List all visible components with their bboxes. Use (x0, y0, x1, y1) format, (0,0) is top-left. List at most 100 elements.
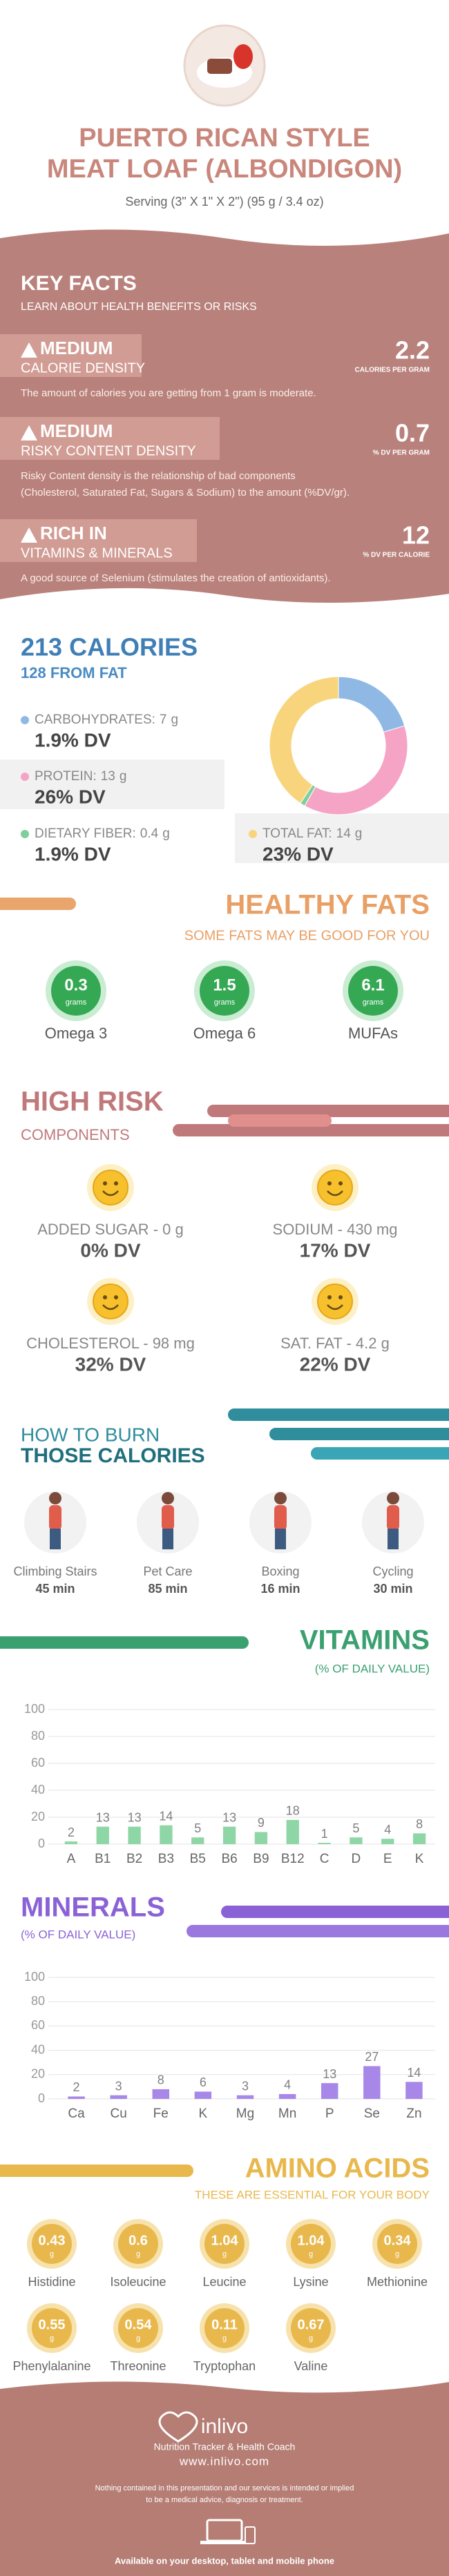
value-label: 1 (321, 1827, 328, 1841)
fact-unit: % DV PER CALORIE (363, 552, 430, 559)
stripe (173, 1124, 449, 1136)
fact-level: MEDIUM (40, 338, 113, 358)
section-title: MINERALS (21, 1892, 165, 1923)
amino-unit: g (136, 2250, 140, 2258)
x-tick-label: Zn (406, 2107, 421, 2121)
legend-dot (249, 830, 257, 838)
stripe (0, 2165, 193, 2177)
y-tick-label: 0 (38, 2091, 45, 2105)
value-label: 3 (115, 2079, 122, 2093)
value-label: 14 (407, 2066, 421, 2080)
smiley (317, 1170, 353, 1205)
activity-name: Boxing (261, 1565, 299, 1578)
activity-legs (275, 1529, 286, 1549)
legend-dot (21, 716, 29, 724)
amino-value: 0.34 (384, 2233, 412, 2248)
nutrient-label: DIETARY FIBER: 0.4 g (35, 826, 170, 841)
fat-name: MUFAs (348, 1025, 398, 1042)
activity-body (49, 1505, 61, 1530)
donut-slice (269, 676, 339, 804)
risk-dv: 22% DV (300, 1353, 371, 1375)
nutrient-unit: g (355, 826, 363, 841)
x-tick-label: B1 (95, 1852, 111, 1866)
risk-label: SAT. FAT - 4.2 g (280, 1335, 390, 1352)
fact-icon (21, 527, 37, 543)
logo-heart (158, 2411, 198, 2443)
nutrient-unit: g (120, 769, 127, 784)
nutrient-amount: 7 (160, 713, 167, 727)
device-icon (245, 2526, 256, 2544)
activity-head (162, 1492, 174, 1504)
y-tick-label: 20 (31, 2067, 45, 2081)
fact-name: CALORIE DENSITY (21, 360, 145, 376)
value-label: 4 (284, 2078, 291, 2092)
stripe (207, 1105, 449, 1117)
fat-circle (200, 966, 249, 1016)
amino-unit: g (395, 2250, 399, 2258)
section-subtitle: LEARN ABOUT HEALTH BENEFITS OR RISKS (21, 301, 257, 313)
x-tick-label: Cu (111, 2107, 127, 2121)
activity-name: Pet Care (143, 1565, 192, 1578)
section-title: AMINO ACIDS (245, 2153, 430, 2184)
activity-body (162, 1505, 174, 1530)
amino-name: Phenylalanine (12, 2359, 90, 2373)
nutrient-unit: g (171, 713, 178, 727)
nutrient-dv: 26% DV (35, 786, 106, 807)
x-tick-label: B2 (126, 1852, 142, 1866)
value-label: 13 (128, 1810, 142, 1824)
smiley (93, 1170, 128, 1205)
value-label: 2 (68, 1826, 75, 1839)
section-title: KEY FACTS (21, 272, 137, 295)
smiley-mouth (102, 1190, 119, 1197)
amino-circle (32, 2224, 72, 2264)
section-subtitle: (% OF DAILY VALUE) (315, 1662, 430, 1675)
fact-description: (Cholesterol, Saturated Fat, Sugars & So… (21, 487, 350, 498)
fact-unit: % DV PER GRAM (373, 449, 430, 457)
y-tick-label: 80 (31, 1994, 45, 2008)
x-tick-label: B3 (158, 1852, 174, 1866)
y-tick-label: 40 (31, 1783, 45, 1797)
x-tick-label: D (352, 1852, 361, 1866)
y-tick-label: 60 (31, 2018, 45, 2032)
activity-head (274, 1492, 287, 1504)
x-tick-label: A (67, 1852, 76, 1866)
x-tick-label: B5 (190, 1852, 206, 1866)
bar (286, 1819, 299, 1844)
stripe (311, 1447, 449, 1460)
amino-value: 0.6 (128, 2233, 148, 2248)
stripe (187, 1925, 449, 1937)
bar (96, 1826, 109, 1844)
value-label: 14 (159, 1809, 173, 1823)
smiley-eye (103, 1295, 107, 1299)
activity-body (274, 1505, 287, 1530)
amino-circle (204, 2224, 245, 2264)
nutrient-amount: 13 (101, 769, 115, 784)
amino-value: 0.55 (39, 2317, 66, 2332)
fact-icon (21, 342, 37, 358)
fact-description: A good source of Selenium (stimulates th… (21, 572, 331, 584)
nutrient-band (0, 759, 224, 809)
title: MEAT LOAF (ALBONDIGON) (47, 155, 402, 184)
activity-name: Climbing Stairs (13, 1565, 97, 1578)
value-label: 13 (96, 1810, 110, 1824)
y-tick-label: 40 (31, 2042, 45, 2056)
amino-name: Leucine (202, 2275, 246, 2289)
url: www.inlivo.com (179, 2454, 269, 2468)
nutrient-amount: 14 (336, 826, 352, 841)
value-label: 5 (352, 1821, 359, 1835)
bar (254, 1832, 268, 1844)
bar (222, 1826, 236, 1844)
value-label: 5 (194, 1821, 201, 1835)
fact-label-bg (0, 417, 220, 460)
risk-dv: 17% DV (300, 1239, 371, 1261)
amino-unit: g (222, 2334, 227, 2343)
activity-head (49, 1492, 61, 1504)
amino-circle (377, 2224, 417, 2264)
calories-title: 213 CALORIES (21, 633, 198, 661)
donut-slice (304, 725, 408, 815)
nutrient-name: PROTEIN: (35, 769, 97, 784)
amino-circle (32, 2308, 72, 2348)
value-label: 8 (157, 2073, 164, 2087)
smiley-eye (327, 1181, 332, 1185)
